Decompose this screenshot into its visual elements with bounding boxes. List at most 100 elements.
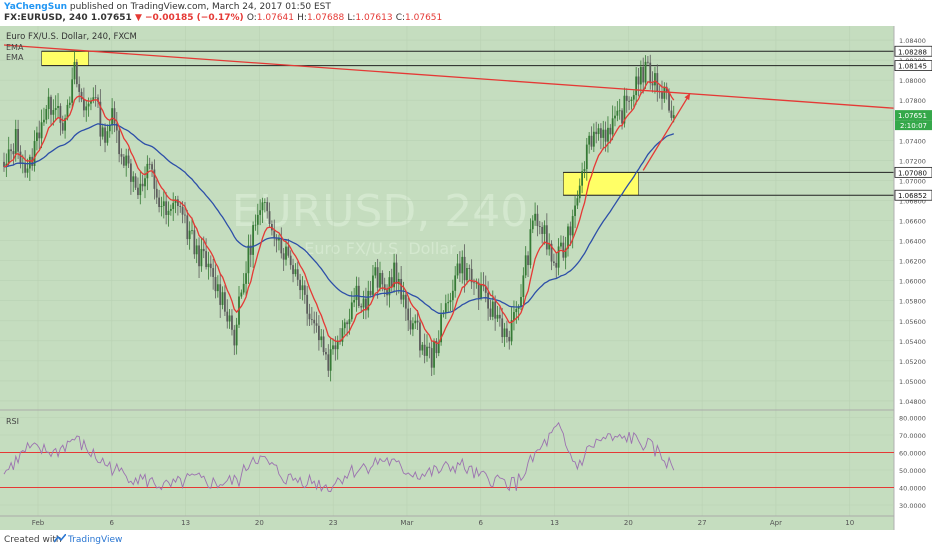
candle-body — [527, 255, 529, 266]
price-tick-label: 1.04800 — [899, 398, 926, 406]
candle-body — [437, 342, 440, 354]
candle-body — [315, 323, 318, 326]
candle-body — [301, 285, 304, 291]
candle-body — [83, 99, 85, 111]
trendline[interactable] — [3, 44, 895, 109]
candle-body — [491, 301, 494, 317]
candle-body — [515, 308, 518, 313]
price-tick-label: 1.07400 — [899, 137, 926, 145]
candle-body — [550, 243, 553, 262]
price-tick-label: 1.06400 — [899, 238, 926, 246]
candle-body — [562, 242, 565, 258]
candle-body — [273, 230, 276, 239]
price-tick-label: 1.07000 — [899, 177, 926, 185]
candle-body — [600, 128, 602, 138]
footer: Created with TradingView — [0, 530, 932, 550]
time-axis[interactable]: Feb 6 13 20 23 Mar 6 13 20 27 Apr 10 — [32, 519, 854, 527]
tradingview-brand-link[interactable]: TradingView — [68, 535, 123, 545]
candle-body — [341, 328, 344, 342]
candle-body — [151, 164, 153, 170]
candle-body — [172, 202, 175, 209]
rsi-tick-label: 60.0000 — [899, 450, 926, 458]
candle-body — [367, 290, 370, 311]
candle-body — [362, 298, 365, 308]
candle-body — [125, 155, 128, 166]
candle-body — [303, 285, 306, 295]
candle-body — [625, 95, 628, 101]
candle-body — [181, 206, 184, 215]
candle-body — [449, 300, 452, 303]
level-tag-label: 1.06852 — [898, 192, 927, 200]
candle-body — [216, 284, 219, 292]
candle-body — [557, 246, 560, 268]
time-tick-label: 6 — [110, 519, 115, 527]
candle-body — [365, 298, 367, 311]
candle-body — [360, 306, 363, 308]
horizontal-levels[interactable] — [41, 50, 894, 196]
watermark-description: Euro FX/U.S. Dollar — [304, 239, 456, 258]
highlight-zone[interactable] — [562, 172, 639, 196]
candle-body — [289, 255, 292, 266]
candle-body — [207, 263, 210, 268]
time-tick-label: 13 — [181, 519, 190, 527]
candle-body — [7, 149, 10, 164]
candle-body — [553, 261, 555, 263]
candle-body — [461, 256, 464, 274]
candle-body — [513, 312, 515, 321]
candle-body — [393, 262, 395, 288]
candle-body — [588, 135, 591, 145]
candle-body — [404, 294, 407, 309]
symbol-label: FX:EURUSD, 240 — [4, 13, 88, 23]
candle-body — [545, 225, 548, 250]
candle-body — [325, 352, 327, 355]
candle-body — [487, 292, 489, 309]
price-chart[interactable]: EURUSD, 240 Euro FX/U.S. Dollar 1.084001… — [0, 26, 932, 530]
candle-body — [17, 128, 19, 152]
candle-body — [548, 243, 551, 250]
candle-body — [57, 105, 59, 109]
projection-arrow[interactable] — [642, 92, 691, 171]
low-value: 1.07613 — [355, 13, 393, 23]
author-link[interactable]: YaChengSun — [4, 2, 68, 12]
candle-body — [266, 202, 269, 212]
candle-body — [92, 97, 95, 101]
time-tick-label: 20 — [624, 519, 633, 527]
publish-line: YaChengSun published on TradingView.com,… — [4, 2, 331, 13]
candle-body — [33, 141, 36, 166]
candle-body — [616, 110, 619, 116]
candle-body — [607, 127, 609, 142]
candle-body — [68, 102, 71, 105]
candle-body — [498, 314, 501, 319]
candle-body — [122, 156, 125, 166]
candle-body — [332, 345, 334, 350]
highlight-zone[interactable] — [41, 50, 89, 66]
candle-body — [54, 108, 57, 111]
candle-body — [506, 328, 508, 337]
rsi-legend: RSI — [6, 417, 19, 426]
candle-body — [661, 92, 663, 99]
candle-body — [536, 213, 539, 227]
candle-body — [242, 283, 245, 293]
candle-body — [388, 277, 391, 296]
high-label: H: — [297, 13, 307, 23]
candle-body — [174, 199, 177, 203]
candle-body — [435, 340, 438, 354]
candle-body — [672, 115, 675, 118]
open-value: 1.07641 — [256, 13, 294, 23]
candle-body — [235, 324, 238, 346]
candle-body — [252, 225, 254, 255]
candle-body — [470, 268, 473, 283]
price-tick-label: 1.08000 — [899, 77, 926, 85]
candle-body — [256, 214, 259, 225]
price-tick-label: 1.07200 — [899, 157, 926, 165]
candle-body — [508, 336, 511, 342]
candle-body — [61, 122, 64, 131]
candle-body — [132, 176, 135, 182]
level-tag-box — [894, 45, 932, 57]
candle-body — [412, 323, 414, 330]
candle-body — [296, 269, 299, 280]
candle-body — [355, 285, 358, 301]
candle-body — [73, 61, 76, 80]
candle-body — [654, 73, 656, 86]
